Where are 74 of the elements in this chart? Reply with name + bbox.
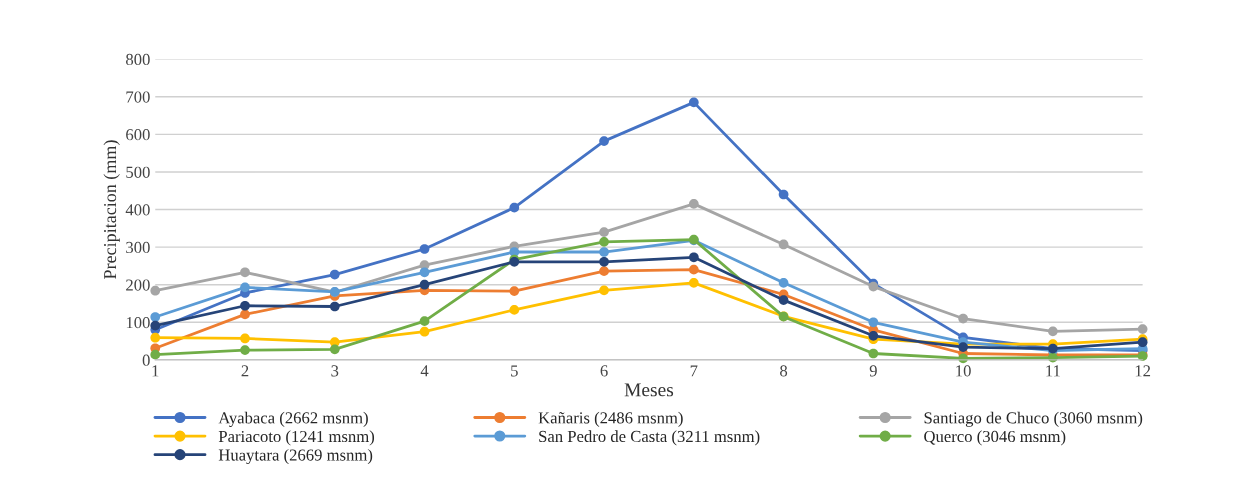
point	[509, 202, 520, 213]
point	[419, 316, 430, 327]
legend-label: Huaytara (2669 msnm)	[218, 448, 373, 465]
y-axis-title: Precipitacion (mm)	[103, 140, 120, 279]
point	[509, 286, 520, 296]
point	[868, 317, 879, 328]
point	[150, 349, 161, 360]
point	[240, 345, 250, 355]
x-tick-label: 6	[600, 365, 608, 377]
y-tick-label: 800	[126, 53, 150, 66]
point	[150, 320, 161, 331]
y-tick-label: 100	[126, 317, 150, 329]
point	[599, 285, 609, 296]
point	[240, 282, 250, 293]
point	[688, 252, 699, 263]
x-tick-label: 3	[331, 365, 339, 377]
point	[240, 300, 250, 311]
y-tick-label: 300	[126, 241, 150, 254]
x-tick-label: 1	[152, 365, 159, 377]
point	[688, 264, 699, 275]
point	[599, 136, 609, 146]
x-tick-label: 2	[241, 365, 249, 377]
point	[329, 269, 340, 280]
x-tick-label: 10	[956, 365, 971, 377]
point	[509, 305, 520, 315]
y-tick-label: 0	[142, 354, 150, 366]
x-tick-label: 4	[420, 365, 429, 377]
legend-label: Kañaris (2486 msnm)	[538, 411, 683, 427]
point	[599, 256, 609, 267]
legend-label: Pariacoto (1241 msnm)	[218, 430, 375, 446]
x-tick-label: 8	[780, 365, 788, 377]
point	[778, 295, 789, 305]
x-axis-title: Meses	[624, 383, 674, 397]
y-tick-label: 700	[126, 91, 150, 103]
point	[868, 330, 879, 341]
legend-label: San Pedro de Casta (3211 msnm)	[539, 430, 760, 446]
y-tick-label: 600	[126, 129, 150, 141]
point	[150, 312, 161, 322]
x-tick-label: 9	[869, 365, 877, 377]
point	[329, 301, 340, 312]
point	[419, 279, 430, 290]
x-tick-label: 12	[1135, 365, 1151, 377]
point	[1048, 326, 1058, 337]
point	[150, 285, 161, 296]
point	[778, 239, 789, 250]
legend-label: Querco (3046 msnm)	[924, 430, 1066, 446]
y-tick-label: 200	[126, 279, 150, 291]
x-tick-label: 5	[511, 365, 518, 377]
point	[1137, 324, 1148, 334]
point	[599, 266, 609, 277]
point	[778, 277, 789, 288]
point	[599, 247, 609, 257]
point	[240, 333, 250, 344]
legend-label: Santiago de Chuco (3060 msnm)	[924, 411, 1143, 427]
legend-label: Ayabaca (2662 msnm)	[218, 411, 368, 427]
point	[240, 309, 250, 320]
point	[688, 199, 699, 209]
point	[688, 277, 699, 288]
point	[778, 189, 789, 200]
point	[599, 227, 609, 237]
point	[599, 236, 609, 247]
point	[688, 97, 699, 108]
point	[958, 313, 968, 324]
y-tick-label: 400	[125, 204, 150, 216]
y-tick-label: 500	[126, 166, 150, 178]
point	[329, 344, 340, 355]
point	[150, 332, 161, 343]
point	[419, 326, 430, 337]
point	[868, 348, 879, 359]
point	[240, 267, 250, 278]
point	[419, 244, 430, 254]
x-tick-label: 7	[690, 365, 698, 377]
point	[419, 267, 430, 278]
x-tick-label: 11	[1046, 365, 1060, 377]
